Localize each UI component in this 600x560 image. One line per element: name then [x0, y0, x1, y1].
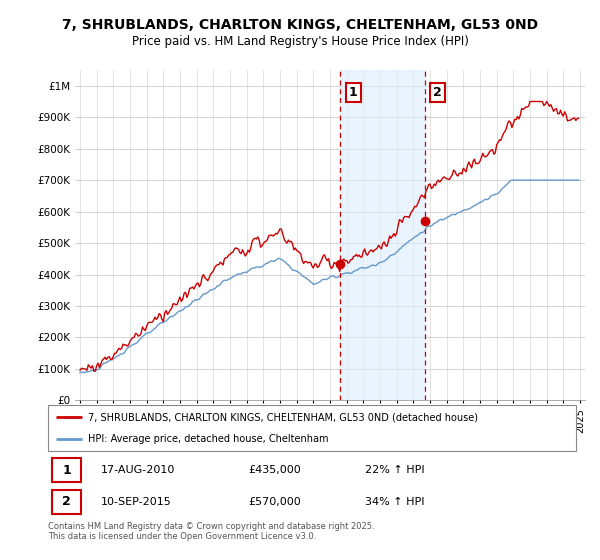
Text: 10-SEP-2015: 10-SEP-2015: [101, 497, 172, 507]
Text: 1: 1: [349, 86, 358, 99]
FancyBboxPatch shape: [52, 490, 81, 514]
Text: Contains HM Land Registry data © Crown copyright and database right 2025.
This d: Contains HM Land Registry data © Crown c…: [48, 522, 374, 542]
Text: £435,000: £435,000: [248, 465, 301, 475]
FancyBboxPatch shape: [52, 459, 81, 482]
Text: HPI: Average price, detached house, Cheltenham: HPI: Average price, detached house, Chel…: [88, 435, 328, 444]
Bar: [340, 70, 425, 400]
Text: 2: 2: [62, 495, 71, 508]
FancyBboxPatch shape: [48, 405, 576, 451]
Text: £570,000: £570,000: [248, 497, 301, 507]
Text: Price paid vs. HM Land Registry's House Price Index (HPI): Price paid vs. HM Land Registry's House …: [131, 35, 469, 48]
Text: 34% ↑ HPI: 34% ↑ HPI: [365, 497, 424, 507]
Text: 1: 1: [62, 464, 71, 477]
Text: 2: 2: [433, 86, 442, 99]
Text: 7, SHRUBLANDS, CHARLTON KINGS, CHELTENHAM, GL53 0ND: 7, SHRUBLANDS, CHARLTON KINGS, CHELTENHA…: [62, 18, 538, 32]
Text: 17-AUG-2010: 17-AUG-2010: [101, 465, 175, 475]
Text: 7, SHRUBLANDS, CHARLTON KINGS, CHELTENHAM, GL53 0ND (detached house): 7, SHRUBLANDS, CHARLTON KINGS, CHELTENHA…: [88, 412, 478, 422]
Text: 22% ↑ HPI: 22% ↑ HPI: [365, 465, 424, 475]
